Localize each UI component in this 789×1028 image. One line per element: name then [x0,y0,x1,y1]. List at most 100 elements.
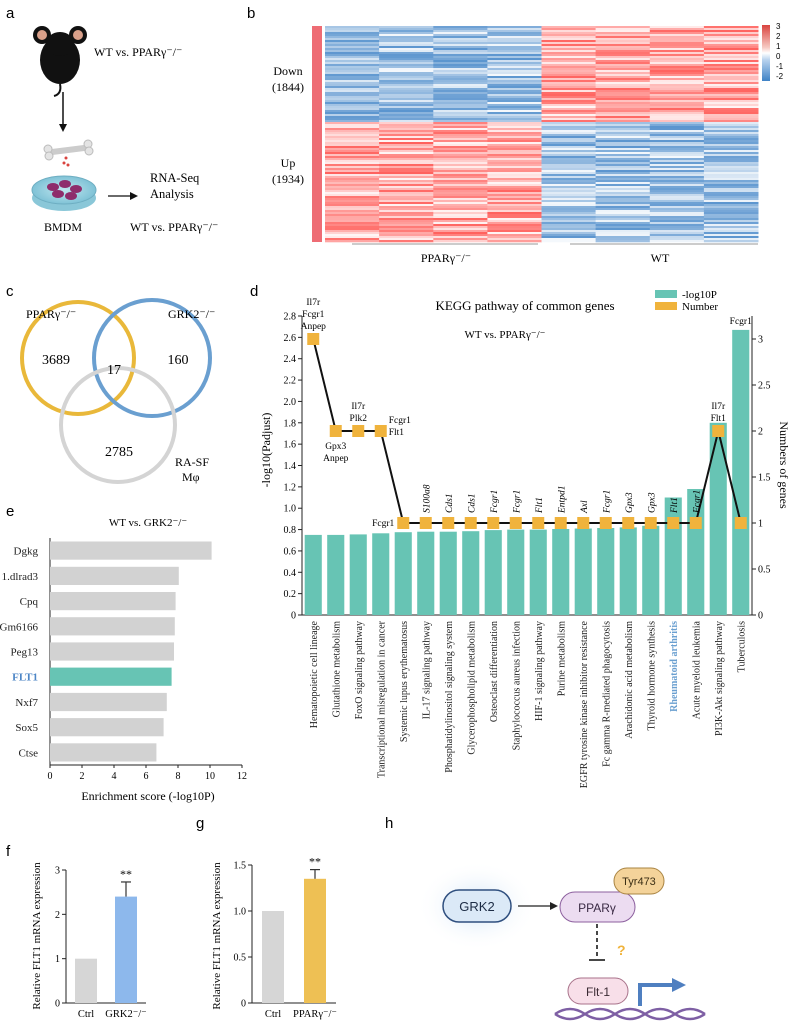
heatmap-cell [433,188,488,191]
heatmap-cell [487,156,542,159]
heatmap-cell [325,160,380,163]
heatmap-cell [595,214,651,217]
heatmap-cell [703,230,759,233]
panel-label-c: c [6,283,14,300]
heatmap-cell [541,122,597,125]
heatmap-cell [379,178,434,181]
heatmap-cell [487,108,542,111]
heatmap-cell [379,152,434,155]
heatmap-cell [487,158,542,161]
heatmap-cell [703,108,759,111]
heatmap-cell [541,48,597,51]
heatmap-cell [541,26,597,29]
heatmap-cell [649,124,705,127]
color-scale-tick: 1 [776,42,781,51]
bone-icon [43,139,94,167]
heatmap-cell [487,184,542,187]
heatmap-cell [595,168,651,171]
heatmap-cell [595,150,651,153]
heatmap-cell [649,116,705,119]
heatmap-cell [379,106,434,109]
kegg-gene-label: Flt1 [670,497,680,514]
heatmap-cell [487,92,542,95]
color-scale-tick: 2 [776,32,781,41]
heatmap-cell [649,238,705,241]
heatmap-cell [541,78,597,81]
heatmap-cell [649,144,705,147]
heatmap-cell [487,36,542,39]
heatmap-cell [595,164,651,167]
heatmap-cell [379,126,434,129]
heatmap-cell [379,134,434,137]
heatmap-cell [325,218,380,221]
heatmap-cell [541,164,597,167]
heatmap-cell [703,110,759,113]
panel-c: c PPARγ⁻/⁻ GRK2⁻/⁻ RA-SF Mφ 3689 160 17 … [6,283,215,484]
heatmap-cell [433,130,488,133]
rnaseq-line2: Analysis [150,187,194,201]
bottom-comparison-label: WT vs. PPARγ⁻/⁻ [130,220,218,234]
heatmap-cell [487,192,542,195]
heatmap-cell [433,176,488,179]
heatmap-cell [325,132,380,135]
heatmap-cell [541,188,597,191]
heatmap-cell [433,106,488,109]
heatmap-cell [541,236,597,239]
kegg-bar [642,525,660,615]
heatmap-cell [325,142,380,145]
heatmap-cell [433,170,488,173]
heatmap-cell [325,72,380,75]
heatmap-cell [487,210,542,213]
heatmap-cell [649,140,705,143]
heatmap-cell [379,232,434,235]
heatmap-cell [379,88,434,91]
heatmap-cell [433,206,488,209]
kegg-gene-count-marker [712,425,725,437]
heatmap-cell [649,212,705,215]
heatmap-cell [541,58,597,61]
heatmap-cell [325,60,380,63]
heatmap-cell [379,194,434,197]
heatmap-cell [433,174,488,177]
heatmap-cell [379,142,434,145]
kegg-ytick-label: 0.4 [284,568,297,579]
heatmap-cell [703,208,759,211]
kegg-gene-label: Axl [580,500,590,514]
heatmap-cell [541,110,597,113]
panel-e: e WT vs. GRK2⁻/⁻ 0 2 4 6 8 10 12 Dgkg 1.dlrad3 Cp… [0,503,247,803]
heatmap-cell [325,112,380,115]
heatmap-cell [595,162,651,165]
heatmap-cell [703,220,759,223]
heatmap-cell [541,230,597,233]
heatmap-cell [595,90,651,93]
heatmap-cell [325,208,380,211]
group-wt-label: WT [651,251,670,265]
heatmap-cell [433,234,488,237]
heatmap-cell [541,174,597,177]
heatmap-cell [649,26,705,29]
heatmap-cell [703,154,759,157]
bar [75,958,97,1003]
heatmap-cell [595,36,651,39]
heatmap-cell [649,82,705,85]
heatmap-cell [595,182,651,185]
down-label: Down [273,64,302,78]
heatmap-cell [703,36,759,39]
heatmap-cell [433,42,488,45]
heatmap-cell [325,198,380,201]
heatmap-cell [487,138,542,141]
heatmap-cell [433,198,488,201]
heatmap-cell [541,86,597,89]
heatmap-cell [649,166,705,169]
heatmap-cell [487,56,542,59]
heatmap-cell [649,134,705,137]
heatmap-cell [595,68,651,71]
kegg-gene-count-marker [554,517,567,529]
heatmap-cell [379,230,434,233]
heatmap-cell [703,60,759,63]
heatmap-cell [541,130,597,133]
kegg-ytick-label: 0.8 [284,525,297,536]
heatmap-cell [541,64,597,67]
heatmap-cell [541,200,597,203]
heatmap-cell [541,96,597,99]
